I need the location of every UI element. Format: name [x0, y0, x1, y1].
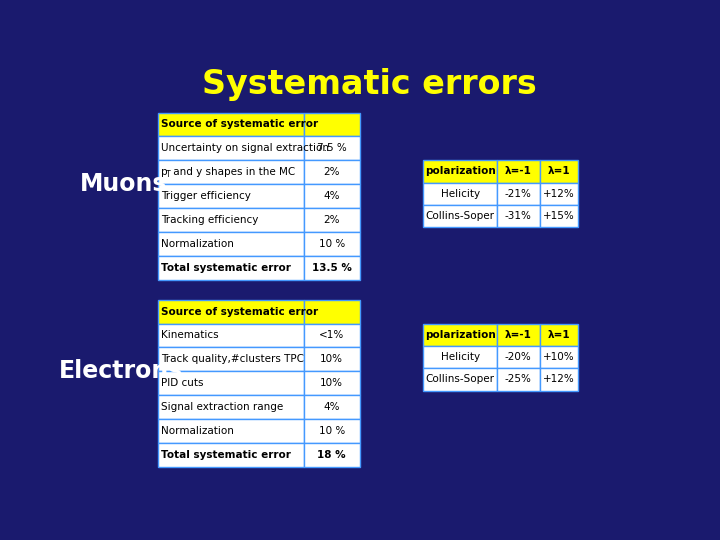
- Text: Signal extraction range: Signal extraction range: [161, 402, 284, 412]
- Bar: [539, 205, 578, 227]
- Text: 10%: 10%: [320, 378, 343, 388]
- Bar: [423, 323, 497, 346]
- Text: 10 %: 10 %: [319, 426, 345, 436]
- Text: λ=1: λ=1: [548, 330, 570, 340]
- Bar: [158, 208, 304, 232]
- Text: Trigger efficiency: Trigger efficiency: [161, 191, 251, 201]
- Bar: [304, 137, 360, 160]
- Text: 7.5 %: 7.5 %: [317, 143, 346, 153]
- Bar: [158, 300, 304, 323]
- Bar: [158, 112, 304, 137]
- Text: Tracking efficiency: Tracking efficiency: [161, 215, 258, 225]
- Bar: [158, 443, 304, 467]
- Bar: [158, 419, 304, 443]
- Bar: [304, 160, 360, 184]
- Bar: [539, 323, 578, 346]
- Text: -25%: -25%: [505, 374, 531, 384]
- Bar: [304, 300, 360, 323]
- Text: Helicity: Helicity: [441, 189, 480, 199]
- Bar: [497, 323, 539, 346]
- Text: 2%: 2%: [323, 167, 340, 177]
- Bar: [158, 232, 304, 256]
- Bar: [304, 323, 360, 347]
- Bar: [158, 395, 304, 419]
- Text: λ=-1: λ=-1: [505, 166, 531, 177]
- Text: T: T: [166, 170, 171, 179]
- Bar: [158, 137, 304, 160]
- Text: Total systematic error: Total systematic error: [161, 450, 291, 460]
- Text: Normalization: Normalization: [161, 426, 234, 436]
- Text: 18 %: 18 %: [318, 450, 346, 460]
- Bar: [304, 208, 360, 232]
- Text: Collins-Soper: Collins-Soper: [426, 374, 495, 384]
- Text: -31%: -31%: [505, 211, 531, 221]
- Text: 13.5 %: 13.5 %: [312, 262, 352, 273]
- Bar: [423, 160, 497, 183]
- Text: Source of systematic error: Source of systematic error: [161, 307, 318, 316]
- Text: λ=1: λ=1: [548, 166, 570, 177]
- Text: -20%: -20%: [505, 352, 531, 362]
- Bar: [539, 346, 578, 368]
- Bar: [423, 205, 497, 227]
- Text: 4%: 4%: [323, 191, 340, 201]
- Bar: [304, 112, 360, 137]
- Bar: [497, 368, 539, 390]
- Bar: [158, 160, 304, 184]
- Text: Collins-Soper: Collins-Soper: [426, 211, 495, 221]
- Text: Helicity: Helicity: [441, 352, 480, 362]
- Bar: [423, 183, 497, 205]
- Bar: [423, 346, 497, 368]
- Bar: [158, 323, 304, 347]
- Bar: [497, 205, 539, 227]
- Text: Electrons: Electrons: [59, 359, 183, 383]
- Text: Total systematic error: Total systematic error: [161, 262, 291, 273]
- Bar: [304, 232, 360, 256]
- Bar: [158, 184, 304, 208]
- Text: p: p: [161, 167, 168, 177]
- Bar: [304, 347, 360, 372]
- Text: Source of systematic error: Source of systematic error: [161, 119, 318, 130]
- Text: +12%: +12%: [543, 189, 575, 199]
- Bar: [304, 443, 360, 467]
- Text: polarization: polarization: [425, 166, 495, 177]
- Text: Uncertainty on signal extraction: Uncertainty on signal extraction: [161, 143, 329, 153]
- Bar: [423, 368, 497, 390]
- Text: Muons: Muons: [81, 172, 168, 196]
- Text: 10%: 10%: [320, 354, 343, 364]
- Bar: [304, 256, 360, 280]
- Bar: [539, 160, 578, 183]
- Bar: [304, 419, 360, 443]
- Bar: [158, 372, 304, 395]
- Text: Systematic errors: Systematic errors: [202, 68, 536, 100]
- Bar: [158, 256, 304, 280]
- Text: 2%: 2%: [323, 215, 340, 225]
- Text: <1%: <1%: [319, 330, 344, 340]
- Text: -21%: -21%: [505, 189, 531, 199]
- Text: PID cuts: PID cuts: [161, 378, 204, 388]
- Text: Normalization: Normalization: [161, 239, 234, 249]
- Bar: [497, 160, 539, 183]
- Text: polarization: polarization: [425, 330, 495, 340]
- Text: Kinematics: Kinematics: [161, 330, 219, 340]
- Text: 10 %: 10 %: [319, 239, 345, 249]
- Bar: [304, 184, 360, 208]
- Text: +12%: +12%: [543, 374, 575, 384]
- Bar: [539, 368, 578, 390]
- Bar: [539, 183, 578, 205]
- Text: 4%: 4%: [323, 402, 340, 412]
- Bar: [497, 346, 539, 368]
- Text: Track quality,#clusters TPC: Track quality,#clusters TPC: [161, 354, 305, 364]
- Text: +15%: +15%: [543, 211, 575, 221]
- Bar: [497, 183, 539, 205]
- Text: and y shapes in the MC: and y shapes in the MC: [170, 167, 295, 177]
- Bar: [304, 395, 360, 419]
- Text: +10%: +10%: [543, 352, 575, 362]
- Bar: [304, 372, 360, 395]
- Bar: [158, 347, 304, 372]
- Text: λ=-1: λ=-1: [505, 330, 531, 340]
